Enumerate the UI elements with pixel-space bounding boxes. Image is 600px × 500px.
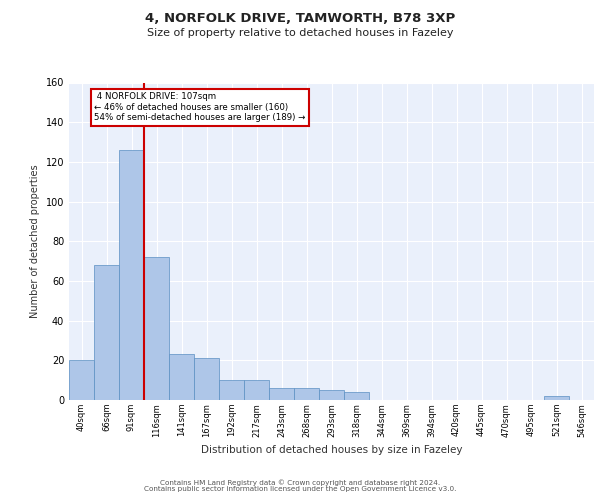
Bar [119, 150, 144, 400]
Bar [69, 360, 94, 400]
Bar [169, 354, 194, 400]
Y-axis label: Number of detached properties: Number of detached properties [30, 164, 40, 318]
Bar [269, 388, 294, 400]
Bar [144, 257, 169, 400]
Bar [319, 390, 344, 400]
Bar [194, 358, 219, 400]
Bar [219, 380, 244, 400]
Bar [294, 388, 319, 400]
Text: 4 NORFOLK DRIVE: 107sqm
← 46% of detached houses are smaller (160)
54% of semi-d: 4 NORFOLK DRIVE: 107sqm ← 46% of detache… [94, 92, 305, 122]
Bar [94, 265, 119, 400]
X-axis label: Distribution of detached houses by size in Fazeley: Distribution of detached houses by size … [201, 445, 462, 455]
Text: Size of property relative to detached houses in Fazeley: Size of property relative to detached ho… [147, 28, 453, 38]
Bar [344, 392, 369, 400]
Text: 4, NORFOLK DRIVE, TAMWORTH, B78 3XP: 4, NORFOLK DRIVE, TAMWORTH, B78 3XP [145, 12, 455, 26]
Bar [544, 396, 569, 400]
Text: Contains HM Land Registry data © Crown copyright and database right 2024.
Contai: Contains HM Land Registry data © Crown c… [144, 479, 456, 492]
Bar [244, 380, 269, 400]
